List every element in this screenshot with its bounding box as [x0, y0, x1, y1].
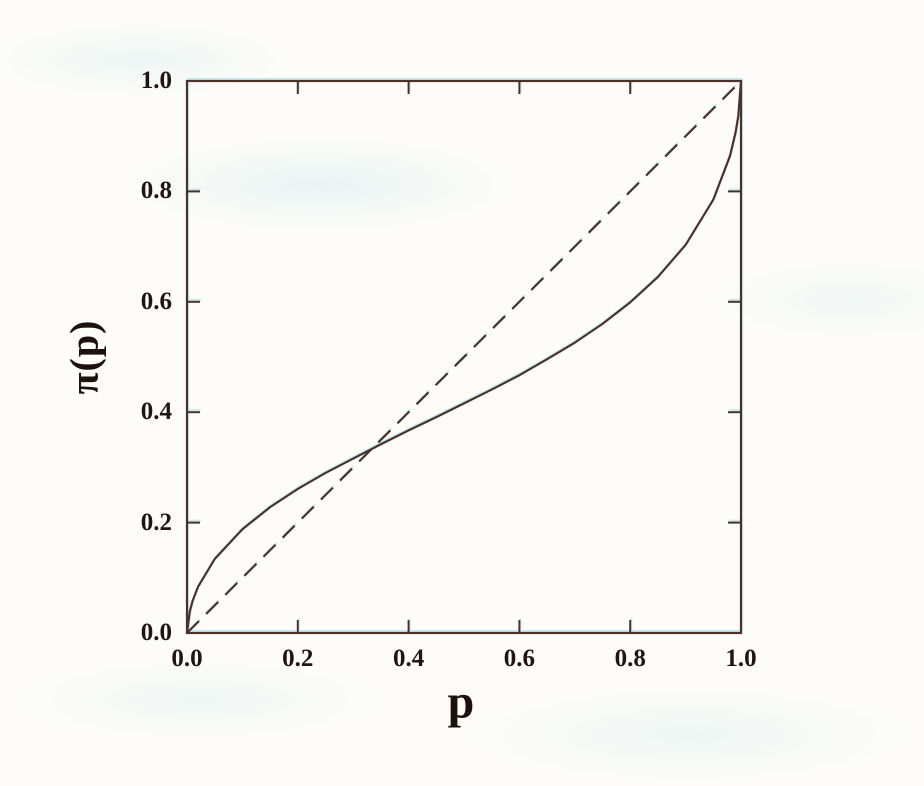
y-tick-label: 0.4 — [140, 398, 172, 426]
x-tick-label: 0.6 — [503, 645, 536, 672]
x-axis-title: p — [447, 675, 475, 729]
x-tick-label: 0.0 — [171, 645, 203, 672]
y-tick-label: 1.0 — [140, 67, 172, 94]
y-tick-label: 0.6 — [140, 287, 172, 315]
y-tick-label: 0.8 — [140, 177, 172, 205]
x-tick-label: 0.4 — [392, 645, 425, 672]
identity-line — [186, 80, 742, 634]
x-tick-label: 0.8 — [614, 645, 646, 672]
y-tick-label: 0.0 — [140, 619, 172, 646]
x-tick-label: 1.0 — [725, 645, 757, 672]
weighting-curve — [185, 80, 743, 634]
plot-frame — [185, 79, 743, 635]
y-axis-title: π(p) — [61, 319, 107, 395]
y-tick-label: 0.2 — [140, 508, 172, 536]
x-tick-label: 0.2 — [282, 645, 314, 672]
